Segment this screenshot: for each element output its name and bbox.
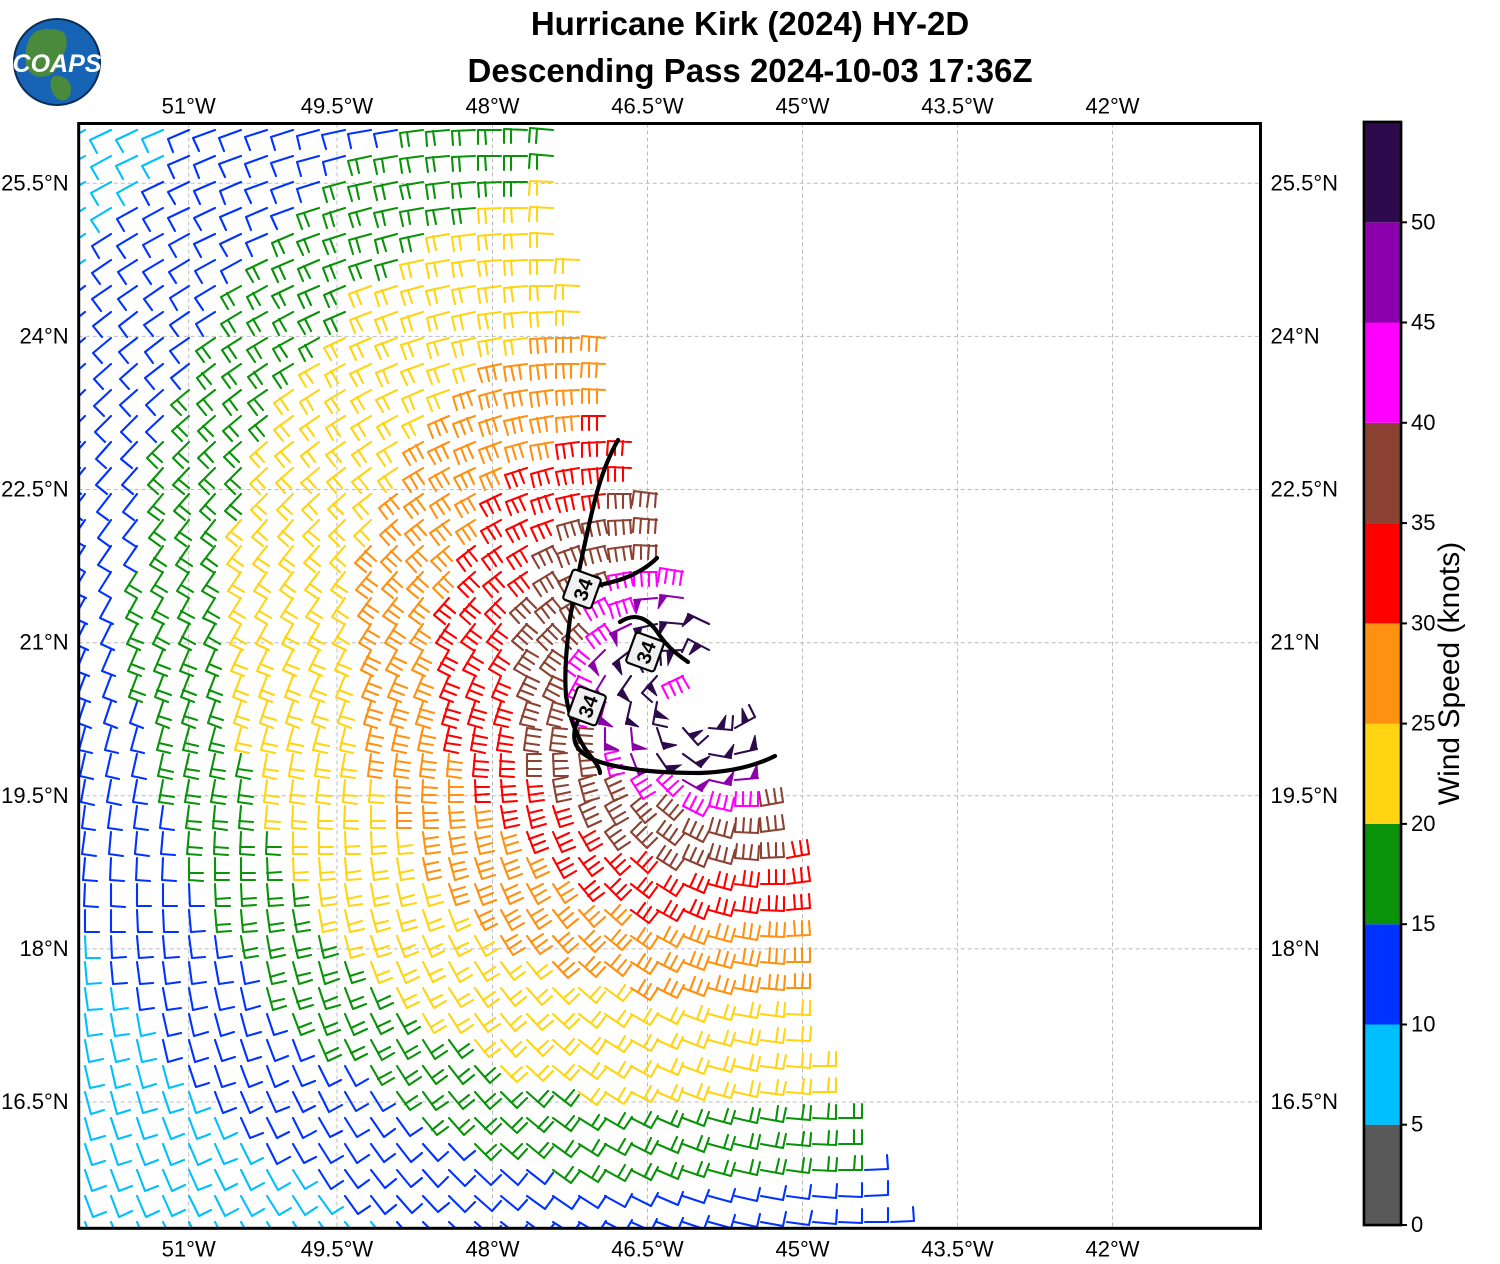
svg-text:46.5°W: 46.5°W	[611, 94, 684, 119]
svg-text:40: 40	[1411, 410, 1435, 435]
svg-text:25: 25	[1411, 711, 1435, 736]
svg-text:42°W: 42°W	[1085, 1236, 1139, 1261]
svg-text:19.5°N: 19.5°N	[1, 783, 69, 808]
svg-text:16.5°N: 16.5°N	[1, 1089, 69, 1114]
svg-text:49.5°W: 49.5°W	[301, 1236, 374, 1261]
svg-text:COAPS: COAPS	[13, 50, 102, 78]
svg-text:21°N: 21°N	[20, 630, 69, 655]
svg-text:19.5°N: 19.5°N	[1271, 783, 1339, 808]
svg-text:45: 45	[1411, 310, 1435, 335]
svg-text:18°N: 18°N	[20, 936, 69, 961]
svg-text:0: 0	[1411, 1212, 1423, 1237]
svg-text:43.5°W: 43.5°W	[921, 1236, 994, 1261]
svg-text:35: 35	[1411, 510, 1435, 535]
svg-text:45°W: 45°W	[775, 1236, 829, 1261]
svg-text:16.5°N: 16.5°N	[1271, 1089, 1339, 1114]
svg-text:51°W: 51°W	[162, 94, 216, 119]
svg-text:48°W: 48°W	[465, 94, 519, 119]
svg-text:Wind Speed (knots): Wind Speed (knots)	[1433, 542, 1466, 805]
svg-text:10: 10	[1411, 1012, 1435, 1037]
svg-text:45°W: 45°W	[775, 94, 829, 119]
svg-text:49.5°W: 49.5°W	[301, 94, 374, 119]
svg-text:25.5°N: 25.5°N	[1271, 170, 1339, 195]
svg-text:24°N: 24°N	[1271, 323, 1320, 348]
svg-text:22.5°N: 22.5°N	[1, 477, 69, 502]
svg-text:24°N: 24°N	[20, 323, 69, 348]
svg-text:42°W: 42°W	[1085, 94, 1139, 119]
svg-text:Hurricane Kirk (2024) HY-2D: Hurricane Kirk (2024) HY-2D	[531, 5, 969, 42]
svg-text:50: 50	[1411, 209, 1435, 234]
svg-text:5: 5	[1411, 1112, 1423, 1137]
svg-text:43.5°W: 43.5°W	[921, 94, 994, 119]
svg-text:25.5°N: 25.5°N	[1, 170, 69, 195]
svg-text:51°W: 51°W	[162, 1236, 216, 1261]
svg-text:48°W: 48°W	[465, 1236, 519, 1261]
svg-text:46.5°W: 46.5°W	[611, 1236, 684, 1261]
svg-text:15: 15	[1411, 911, 1435, 936]
svg-text:21°N: 21°N	[1271, 630, 1320, 655]
svg-text:20: 20	[1411, 811, 1435, 836]
svg-text:Descending Pass 2024-10-03 17:: Descending Pass 2024-10-03 17:36Z	[468, 52, 1033, 89]
svg-text:30: 30	[1411, 610, 1435, 635]
svg-text:22.5°N: 22.5°N	[1271, 477, 1339, 502]
svg-text:18°N: 18°N	[1271, 936, 1320, 961]
